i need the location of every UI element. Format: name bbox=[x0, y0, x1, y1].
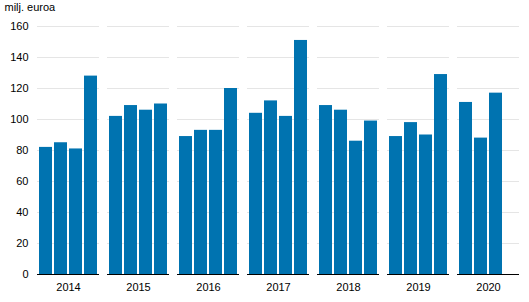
svg-text:milj. euroa: milj. euroa bbox=[5, 1, 57, 13]
svg-text:40: 40 bbox=[16, 206, 28, 218]
svg-text:2016: 2016 bbox=[196, 281, 220, 293]
svg-text:2019: 2019 bbox=[406, 281, 430, 293]
svg-text:140: 140 bbox=[10, 51, 28, 63]
svg-text:80: 80 bbox=[16, 144, 28, 156]
svg-text:100: 100 bbox=[10, 113, 28, 125]
svg-text:160: 160 bbox=[10, 20, 28, 32]
svg-text:120: 120 bbox=[10, 82, 28, 94]
svg-text:2018: 2018 bbox=[336, 281, 360, 293]
svg-text:0: 0 bbox=[22, 268, 28, 280]
svg-text:60: 60 bbox=[16, 175, 28, 187]
svg-text:20: 20 bbox=[16, 237, 28, 249]
svg-text:2014: 2014 bbox=[56, 281, 80, 293]
svg-text:2015: 2015 bbox=[126, 281, 150, 293]
svg-text:2020: 2020 bbox=[476, 281, 500, 293]
svg-text:2017: 2017 bbox=[266, 281, 290, 293]
